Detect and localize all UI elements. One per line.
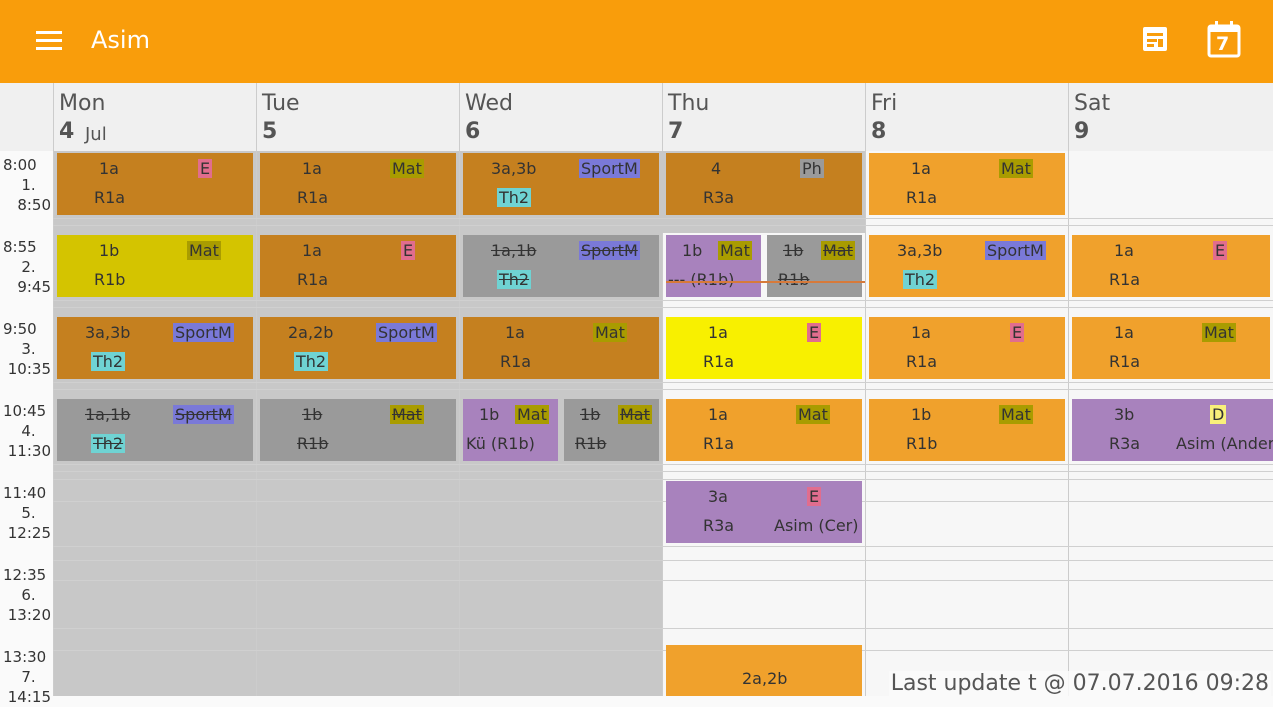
day-header-fri[interactable]: Fri 8	[865, 83, 1068, 151]
lesson-thu-7[interactable]: 2a,2b	[666, 645, 862, 696]
period-divider	[53, 628, 1273, 629]
period-4-label: 10:45 4. 11:30	[3, 402, 51, 460]
period-3-label: 9:50 3. 10:35	[3, 320, 51, 378]
lesson-thu-2-substitute[interactable]: 1b Mat --- (R1b)	[666, 235, 761, 297]
day-date: 4	[59, 119, 75, 144]
period-divider	[53, 382, 1273, 383]
period-6-label: 12:35 6. 13:20	[3, 566, 51, 624]
lesson-wed-2-cancelled[interactable]: 1a,1b SportM Th2	[463, 235, 659, 297]
day-header-wed[interactable]: Wed 6	[459, 83, 662, 151]
lesson-sat-4-substitute[interactable]: 3b D R3a Asim (Ander	[1072, 399, 1273, 461]
lesson-mon-3[interactable]: 3a,3b SportM Th2	[57, 317, 253, 379]
lesson-mon-4-cancelled[interactable]: 1a,1b SportM Th2	[57, 399, 253, 461]
timetable-grid: Mon 4 Jul Tue 5 Wed 6 Thu 7 Fri 8 Sat 9	[0, 83, 1273, 706]
app-bar: Asim 7	[0, 0, 1273, 83]
month-label: Jul	[85, 124, 107, 145]
day-header-thu[interactable]: Thu 7	[662, 83, 865, 151]
timetable-list-icon[interactable]	[1140, 22, 1174, 58]
lesson-wed-4-substitute[interactable]: 1b Mat Kü (R1b)	[463, 399, 558, 461]
calendar-day-number: 7	[1216, 33, 1230, 55]
period-7-label: 13:30 7. 14:15	[3, 648, 51, 706]
day-date: 5	[262, 119, 278, 144]
lesson-thu-5-substitute[interactable]: 3a E R3a Asim (Cer)	[666, 481, 862, 543]
time-column: 8:00 1. 8:50 8:55 2. 9:45 9:50 3. 10:35 10:45 4…	[0, 151, 53, 706]
app-title: Asim	[91, 26, 150, 54]
period-2-label: 8:55 2. 9:45	[3, 238, 51, 296]
menu-icon[interactable]	[36, 31, 62, 51]
day-date: 6	[465, 119, 481, 144]
period-divider	[53, 546, 1273, 547]
period-divider	[53, 560, 1273, 561]
day-header-tue[interactable]: Tue 5	[256, 83, 459, 151]
header-corner	[0, 83, 53, 151]
lesson-thu-3-current[interactable]: 1a E R1a	[666, 317, 862, 379]
lesson-fri-2[interactable]: 3a,3b SportM Th2	[869, 235, 1065, 297]
period-1-label: 8:00 1. 8:50	[3, 156, 51, 214]
lesson-thu-1[interactable]: 4 Ph R3a	[666, 153, 862, 215]
period-divider	[53, 300, 1273, 301]
last-update-text: Last update t @ 07.07.2016 09:28	[888, 671, 1271, 696]
calendar-icon[interactable]: 7	[1207, 21, 1241, 58]
period-divider	[53, 650, 1273, 651]
lesson-tue-3[interactable]: 2a,2b SportM Th2	[260, 317, 456, 379]
day-name: Tue	[262, 91, 300, 116]
day-name: Mon	[59, 91, 106, 116]
day-name: Sat	[1074, 91, 1111, 116]
lesson-tue-4-cancelled[interactable]: 1b Mat R1b	[260, 399, 456, 461]
day-name: Fri	[871, 91, 898, 116]
lesson-fri-1[interactable]: 1a Mat R1a	[869, 153, 1065, 215]
lesson-thu-4[interactable]: 1a Mat R1a	[666, 399, 862, 461]
period-divider	[53, 307, 1273, 308]
lesson-thu-2-cancelled[interactable]: 1b Mat R1b	[767, 235, 862, 297]
current-time-line	[666, 281, 865, 283]
lesson-tue-1[interactable]: 1a Mat R1a	[260, 153, 456, 215]
lesson-wed-3[interactable]: 1a Mat R1a	[463, 317, 659, 379]
period-divider	[53, 464, 1273, 465]
day-name: Wed	[465, 91, 513, 116]
period-divider	[53, 389, 1273, 390]
lesson-sat-3[interactable]: 1a Mat R1a	[1072, 317, 1270, 379]
lesson-wed-1[interactable]: 3a,3b SportM Th2	[463, 153, 659, 215]
lesson-fri-4[interactable]: 1b Mat R1b	[869, 399, 1065, 461]
period-divider	[53, 479, 1273, 480]
period-divider	[53, 218, 1273, 219]
day-date: 8	[871, 119, 887, 144]
period-divider	[53, 225, 1273, 226]
period-divider	[53, 501, 1273, 502]
period-5-label: 11:40 5. 12:25	[3, 484, 51, 542]
day-date: 7	[668, 119, 684, 144]
lesson-mon-1[interactable]: 1a E R1a	[57, 153, 253, 215]
lesson-wed-4-cancelled[interactable]: 1b Mat R1b	[564, 399, 659, 461]
lesson-sat-2[interactable]: 1a E R1a	[1072, 235, 1270, 297]
lesson-fri-3[interactable]: 1a E R1a	[869, 317, 1065, 379]
lesson-tue-2[interactable]: 1a E R1a	[260, 235, 456, 297]
period-divider	[53, 580, 1273, 581]
lesson-mon-2[interactable]: 1b Mat R1b	[57, 235, 253, 297]
period-divider	[53, 471, 1273, 472]
day-date: 9	[1074, 119, 1090, 144]
day-header-sat[interactable]: Sat 9	[1068, 83, 1273, 151]
day-header-mon[interactable]: Mon 4 Jul	[53, 83, 256, 151]
day-name: Thu	[668, 91, 710, 116]
